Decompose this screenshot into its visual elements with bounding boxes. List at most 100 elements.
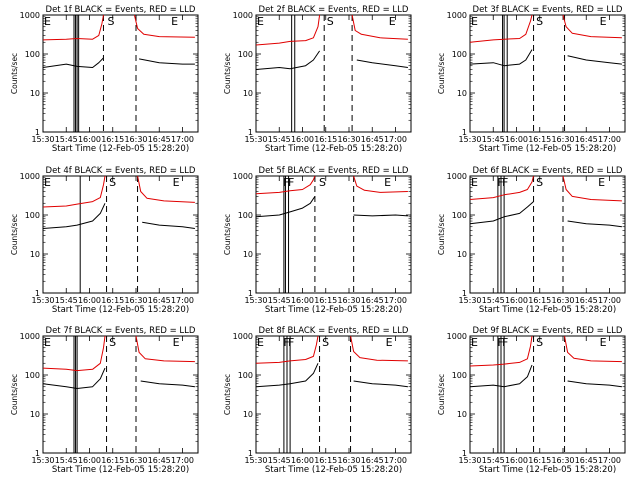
- plot-frame: [42, 175, 199, 294]
- plot-area: [256, 15, 408, 132]
- plot-frame: [42, 335, 199, 454]
- chart-panel-3: Det 3f BLACK = Events, RED = LLD 1 10 100 10…: [437, 5, 626, 154]
- y-tick-label: 1000: [447, 11, 467, 20]
- x-tick-label: 16:00: [505, 135, 528, 144]
- chart-panel-9: Det 9f BLACK = Events, RED = LLD 1 10 100 10…: [437, 326, 626, 475]
- chart-panel-7: Det 7f BLACK = Events, RED = LLD 1 10 100 10…: [10, 326, 199, 475]
- y-tick-label: 10: [30, 410, 40, 419]
- x-axis-label: Start Time (12-Feb-05 15:28:20): [479, 144, 616, 154]
- y-tick-label: 1: [248, 449, 253, 458]
- y-tick-label: 100: [238, 50, 253, 59]
- x-axis-label: Start Time (12-Feb-05 15:28:20): [52, 305, 189, 315]
- y-tick-label: 10: [30, 250, 40, 259]
- y-tick-label: 100: [452, 50, 467, 59]
- plot-frame: [469, 14, 626, 133]
- plot-area: [256, 176, 408, 293]
- x-tick-label: 15:30: [31, 296, 54, 305]
- x-tick-label: 16:45: [148, 456, 171, 465]
- plot-area: [43, 336, 195, 453]
- x-tick-label: 16:00: [291, 296, 314, 305]
- x-tick-label: 16:00: [291, 135, 314, 144]
- chart-title: Det 6f BLACK = Events, RED = LLD: [473, 166, 623, 176]
- event-marker-label: F: [283, 336, 289, 349]
- event-marker-label: E: [389, 15, 396, 28]
- y-axis-label: Counts/sec: [223, 214, 232, 255]
- lld-series-line: [470, 336, 533, 367]
- x-tick-label: 15:30: [31, 456, 54, 465]
- chart-title: Det 9f BLACK = Events, RED = LLD: [473, 326, 623, 336]
- x-tick-label: 16:30: [551, 296, 574, 305]
- chart-panel-2: Det 2f BLACK = Events, RED = LLD 1 10 100 10…: [223, 5, 412, 154]
- y-axis-label: Counts/sec: [437, 214, 446, 255]
- x-tick-label: 16:30: [337, 135, 360, 144]
- y-tick-label: 1000: [20, 332, 40, 341]
- x-tick-label: 17:00: [384, 296, 407, 305]
- plot-area: [470, 15, 622, 132]
- lld-series-line: [353, 176, 408, 193]
- event-marker-label: E: [598, 176, 605, 189]
- y-tick-label: 1: [35, 128, 40, 137]
- x-tick-label: 15:30: [458, 456, 481, 465]
- event-marker-label: S: [536, 15, 543, 28]
- x-tick-label: 15:30: [244, 135, 267, 144]
- plot-area: [43, 176, 195, 293]
- lld-series-line: [470, 176, 534, 200]
- y-tick-label: 1: [462, 289, 467, 298]
- x-tick-label: 15:45: [482, 456, 505, 465]
- x-tick-label: 16:00: [78, 135, 101, 144]
- lld-series-line: [256, 336, 319, 364]
- x-tick-label: 16:15: [528, 456, 551, 465]
- x-tick-label: 15:45: [55, 135, 78, 144]
- y-tick-label: 100: [238, 211, 253, 220]
- y-tick-label: 10: [457, 410, 467, 419]
- event-marker-label: E: [471, 176, 478, 189]
- x-tick-label: 15:30: [31, 135, 54, 144]
- chart-title: Det 1f BLACK = Events, RED = LLD: [46, 5, 196, 15]
- x-tick-label: 16:30: [124, 296, 147, 305]
- event-marker-label: E: [173, 336, 180, 349]
- event-marker-label: S: [109, 176, 116, 189]
- events-series-line: [470, 49, 533, 67]
- event-marker-label: F: [288, 336, 294, 349]
- y-axis-label: Counts/sec: [223, 53, 232, 94]
- plot-frame: [255, 175, 412, 294]
- x-tick-label: 17:00: [171, 135, 194, 144]
- event-marker-label: E: [600, 15, 607, 28]
- y-tick-label: 100: [25, 50, 40, 59]
- chart-panel-4: Det 4f BLACK = Events, RED = LLD 1 10 100 10…: [10, 166, 199, 315]
- chart-title: Det 7f BLACK = Events, RED = LLD: [46, 326, 196, 336]
- event-marker-label: F: [497, 336, 503, 349]
- events-series-line: [43, 367, 106, 389]
- event-marker-label: E: [471, 15, 478, 28]
- y-tick-label: 1: [35, 289, 40, 298]
- x-tick-label: 15:45: [482, 135, 505, 144]
- y-tick-label: 1: [248, 289, 253, 298]
- y-tick-label: 100: [452, 211, 467, 220]
- event-marker-label: E: [384, 176, 391, 189]
- x-tick-label: 16:00: [78, 456, 101, 465]
- event-marker-label: S: [109, 336, 116, 349]
- events-series-line: [256, 363, 319, 388]
- y-tick-label: 100: [452, 371, 467, 380]
- x-tick-label: 15:45: [268, 135, 291, 144]
- x-axis-label: Start Time (12-Feb-05 15:28:20): [52, 144, 189, 154]
- y-tick-label: 10: [457, 89, 467, 98]
- events-series-line: [470, 364, 533, 388]
- x-tick-label: 17:00: [384, 456, 407, 465]
- x-tick-label: 17:00: [598, 135, 621, 144]
- x-tick-label: 15:30: [458, 135, 481, 144]
- x-axis-label: Start Time (12-Feb-05 15:28:20): [479, 465, 616, 475]
- x-tick-label: 16:15: [101, 296, 124, 305]
- y-tick-label: 1: [462, 449, 467, 458]
- chart-title: Det 3f BLACK = Events, RED = LLD: [473, 5, 623, 15]
- x-tick-label: 16:00: [78, 296, 101, 305]
- x-tick-label: 16:30: [551, 135, 574, 144]
- x-tick-label: 16:15: [314, 135, 337, 144]
- x-tick-label: 17:00: [171, 456, 194, 465]
- event-marker-label: E: [257, 336, 264, 349]
- lld-series-line: [564, 336, 622, 363]
- chart-title: Det 2f BLACK = Events, RED = LLD: [259, 5, 409, 15]
- chart-panel-1: Det 1f BLACK = Events, RED = LLD 1 10 100 10…: [10, 5, 199, 154]
- x-tick-label: 16:15: [528, 135, 551, 144]
